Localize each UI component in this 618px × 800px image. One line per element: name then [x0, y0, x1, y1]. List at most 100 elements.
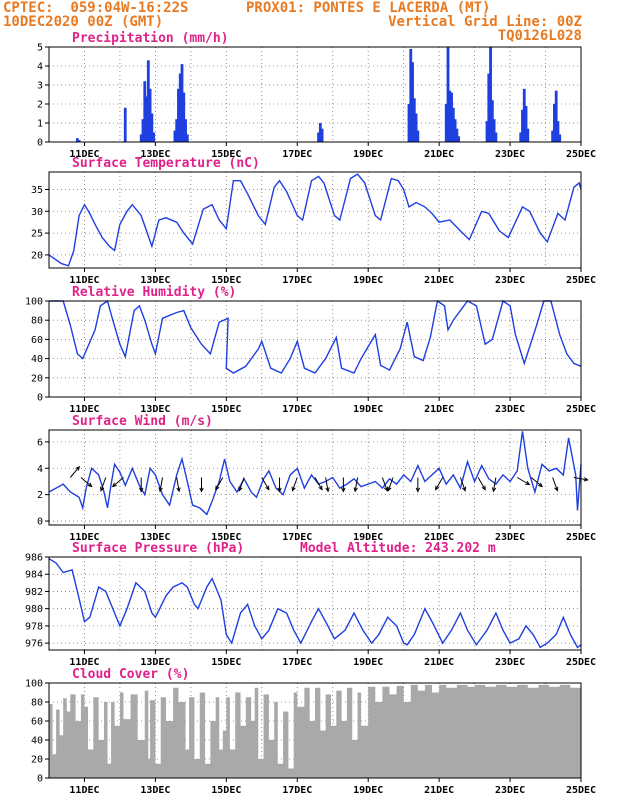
panel-frame: [48, 429, 582, 526]
x-tick-label: 23DEC: [495, 275, 525, 286]
wind-arrow-head: [215, 485, 220, 491]
wind-arrow-head: [265, 485, 270, 491]
y-tick-label: 0: [37, 774, 43, 785]
precip-bar: [175, 119, 179, 142]
x-tick-label: 15DEC: [211, 275, 241, 286]
wind-arrow: [112, 477, 124, 487]
wind-arrow-head: [87, 482, 93, 488]
precip-bar: [524, 105, 528, 142]
x-tick-label: 19DEC: [353, 532, 383, 543]
wind-arrow: [492, 477, 497, 492]
y-tick-label: 0: [37, 517, 43, 528]
wind-arrow-head: [341, 487, 346, 493]
wind-arrow-head: [387, 486, 392, 492]
wind-arrow-head: [318, 485, 323, 491]
x-tick-label: 23DEC: [495, 532, 525, 543]
x-tick-label: 25DEC: [566, 275, 596, 286]
precip-bar: [407, 104, 411, 142]
panel-frame: [48, 556, 582, 651]
wind-arrow: [215, 477, 224, 490]
y-tick-label: 0: [37, 393, 43, 404]
precip-bar: [320, 128, 324, 142]
precip-bar: [150, 113, 154, 142]
wind-arrow-head: [291, 486, 296, 492]
precip-bar: [554, 90, 558, 142]
wind-arrow-head: [461, 486, 467, 492]
precip-bar: [487, 73, 491, 142]
precip-bar: [185, 134, 189, 142]
x-tick-label: 19DEC: [353, 149, 383, 160]
y-tick-label: 976: [25, 639, 43, 650]
precip-bar: [148, 88, 152, 142]
wind-arrow: [531, 477, 543, 487]
precip-bar: [414, 113, 418, 142]
x-tick-label: 21DEC: [424, 149, 454, 160]
y-tick-label: 980: [25, 604, 43, 615]
precip-bar: [178, 73, 182, 142]
x-tick-label: 11DEC: [69, 785, 99, 796]
wind-arrow: [261, 477, 270, 490]
precip-bar: [177, 88, 180, 142]
y-tick-label: 25: [31, 229, 43, 240]
y-tick-label: 80: [31, 698, 43, 709]
x-tick-label: 17DEC: [282, 275, 312, 286]
x-tick-label: 15DEC: [211, 149, 241, 160]
precip-bar: [489, 47, 492, 142]
precip-bar: [490, 100, 494, 142]
precip-bar: [492, 119, 496, 142]
precip-bar: [409, 48, 413, 142]
x-tick-label: 21DEC: [424, 275, 454, 286]
wind-arrow-head: [325, 487, 330, 493]
wind-panel: Surface Wind (m/s) 0 2 4 6 11DEC 13DEC 15DEC 17D…: [37, 414, 596, 543]
x-tick-label: 25DEC: [566, 657, 596, 668]
precip-bar: [558, 134, 562, 142]
wind-arrow-head: [435, 485, 440, 491]
x-tick-label: 21DEC: [424, 785, 454, 796]
header-line2-left: 10DEC2020 00Z (GMT): [3, 14, 164, 30]
y-tick-label: 100: [25, 297, 43, 308]
header-line1-right: PROX01: PONTES E LACERDA (MT): [246, 0, 491, 16]
series-line: [49, 299, 582, 374]
wind-arrow-head: [277, 487, 282, 493]
x-tick-label: 21DEC: [424, 657, 454, 668]
y-tick-label: 5: [37, 43, 43, 54]
panel-title: Surface Temperature (nC): [72, 156, 260, 171]
x-tick-label: 23DEC: [495, 657, 525, 668]
wind-arrow: [477, 477, 486, 490]
panel-title: Precipitation (mm/h): [72, 31, 229, 46]
y-tick-label: 60: [31, 335, 43, 346]
y-tick-label: 984: [25, 570, 43, 581]
precip-bar: [412, 98, 416, 142]
precip-bar: [553, 104, 556, 142]
wind-arrow-head: [415, 487, 421, 493]
x-tick-label: 21DEC: [424, 404, 454, 415]
precip-bar: [146, 60, 150, 142]
precip-bar: [450, 92, 453, 142]
precip-bar: [184, 119, 187, 142]
x-tick-label: 13DEC: [140, 404, 170, 415]
x-tick-label: 11DEC: [69, 532, 99, 543]
precip-bar: [485, 121, 489, 142]
precip-bar: [173, 130, 177, 142]
y-tick-label: 978: [25, 621, 43, 632]
wind-arrow-head: [158, 487, 163, 493]
header-line1-left: CPTEC: 059:04W-16:22S: [3, 0, 189, 16]
x-tick-label: 19DEC: [353, 785, 383, 796]
wind-arrow-head: [538, 482, 543, 488]
x-tick-label: 15DEC: [211, 785, 241, 796]
temperature-panel: Surface Temperature (nC) 20 25 30 35 11DEC 13D…: [31, 156, 596, 286]
x-tick-label: 11DEC: [69, 275, 99, 286]
panel-title: Cloud Cover (%): [72, 667, 189, 682]
y-tick-label: 40: [31, 736, 43, 747]
wind-arrow: [387, 477, 394, 491]
x-tick-label: 19DEC: [353, 275, 383, 286]
x-tick-label: 17DEC: [282, 657, 312, 668]
y-tick-label: 30: [31, 207, 43, 218]
precip-bar: [457, 136, 461, 142]
x-tick-label: 15DEC: [211, 657, 241, 668]
cloud-cover-panel: Cloud Cover (%) 0 20 40 60 80 100 11DEC 13DEC 15D…: [25, 667, 596, 796]
precip-bar: [318, 123, 322, 142]
precip-bar: [145, 96, 148, 142]
x-tick-label: 13DEC: [140, 275, 170, 286]
